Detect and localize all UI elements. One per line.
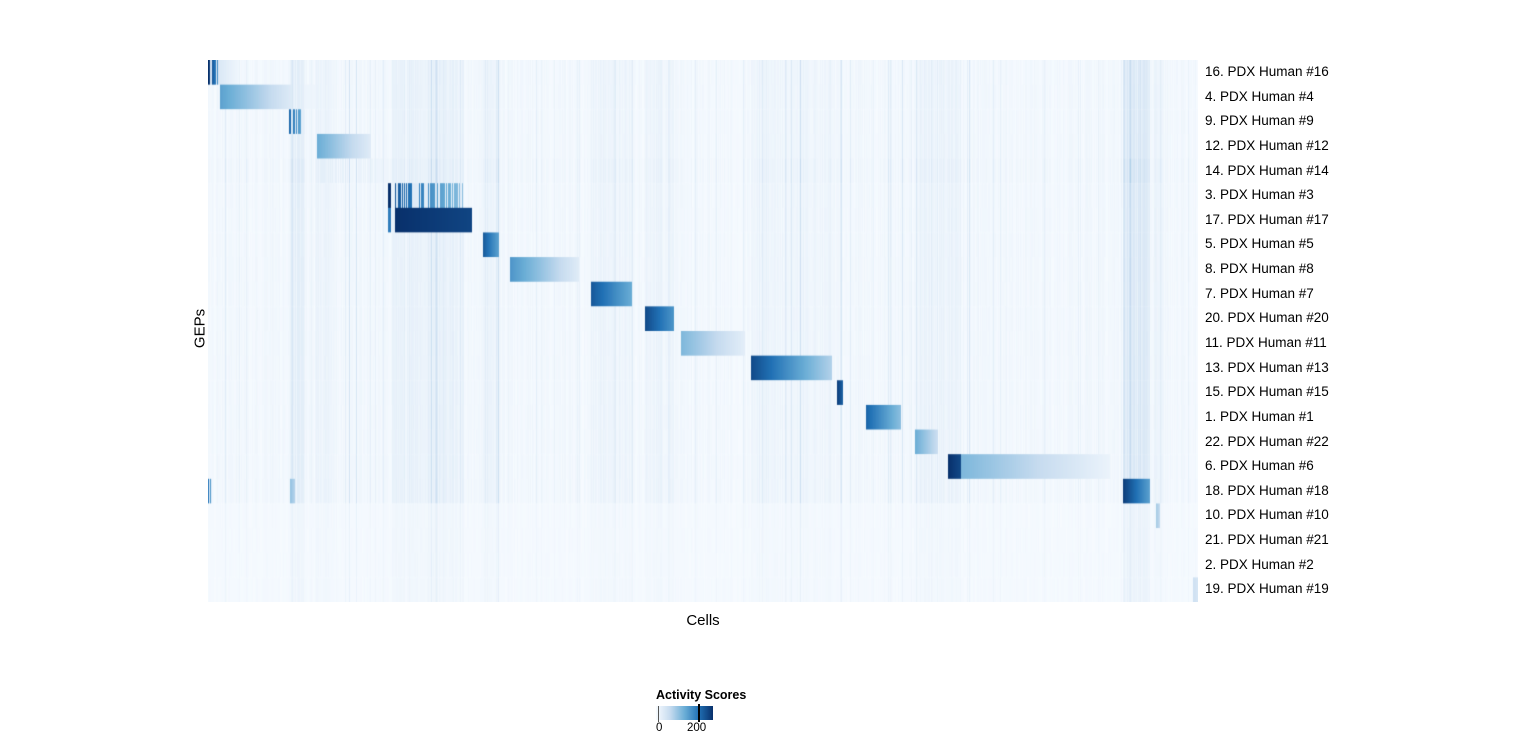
row-label: 13. PDX Human #13 (1205, 359, 1329, 375)
row-label: 5. PDX Human #5 (1205, 236, 1314, 252)
y-axis-label: GEPs (191, 308, 209, 349)
legend-title: Activity Scores (656, 688, 747, 702)
row-label: 2. PDX Human #2 (1205, 556, 1314, 572)
row-label: 15. PDX Human #15 (1205, 384, 1329, 400)
row-label: 10. PDX Human #10 (1205, 507, 1329, 523)
row-label: 3. PDX Human #3 (1205, 187, 1314, 203)
row-label: 9. PDX Human #9 (1205, 113, 1314, 129)
row-label: 11. PDX Human #11 (1205, 335, 1327, 350)
row-label: 8. PDX Human #8 (1205, 261, 1314, 277)
row-label: 22. PDX Human #22 (1205, 433, 1329, 449)
legend-tick-max: 200 (687, 722, 707, 734)
row-label: 20. PDX Human #20 (1205, 310, 1329, 326)
row-label: 14. PDX Human #14 (1205, 162, 1329, 178)
colorbar-legend: Activity Scores 0 200 (656, 688, 776, 736)
heatmap-canvas (208, 60, 1198, 602)
legend-tick-min: 0 (656, 722, 663, 734)
colorbar-tick-0 (658, 706, 659, 722)
row-label: 17. PDX Human #17 (1205, 211, 1329, 227)
row-label: 19. PDX Human #19 (1205, 581, 1329, 597)
row-label: 21. PDX Human #21 (1205, 532, 1329, 548)
colorbar-tick-labels: 0 200 (656, 722, 776, 736)
row-label: 4. PDX Human #4 (1205, 88, 1314, 104)
row-label: 6. PDX Human #6 (1205, 458, 1314, 474)
row-label: 1. PDX Human #1 (1205, 408, 1314, 424)
colorbar-gradient (656, 704, 713, 722)
x-axis-label: Cells (686, 612, 720, 629)
row-label: 18. PDX Human #18 (1205, 482, 1329, 498)
row-label: 12. PDX Human #12 (1205, 137, 1329, 153)
row-label: 7. PDX Human #7 (1205, 285, 1314, 301)
row-label: 16. PDX Human #16 (1205, 64, 1329, 79)
colorbar-tick-200 (698, 704, 700, 722)
